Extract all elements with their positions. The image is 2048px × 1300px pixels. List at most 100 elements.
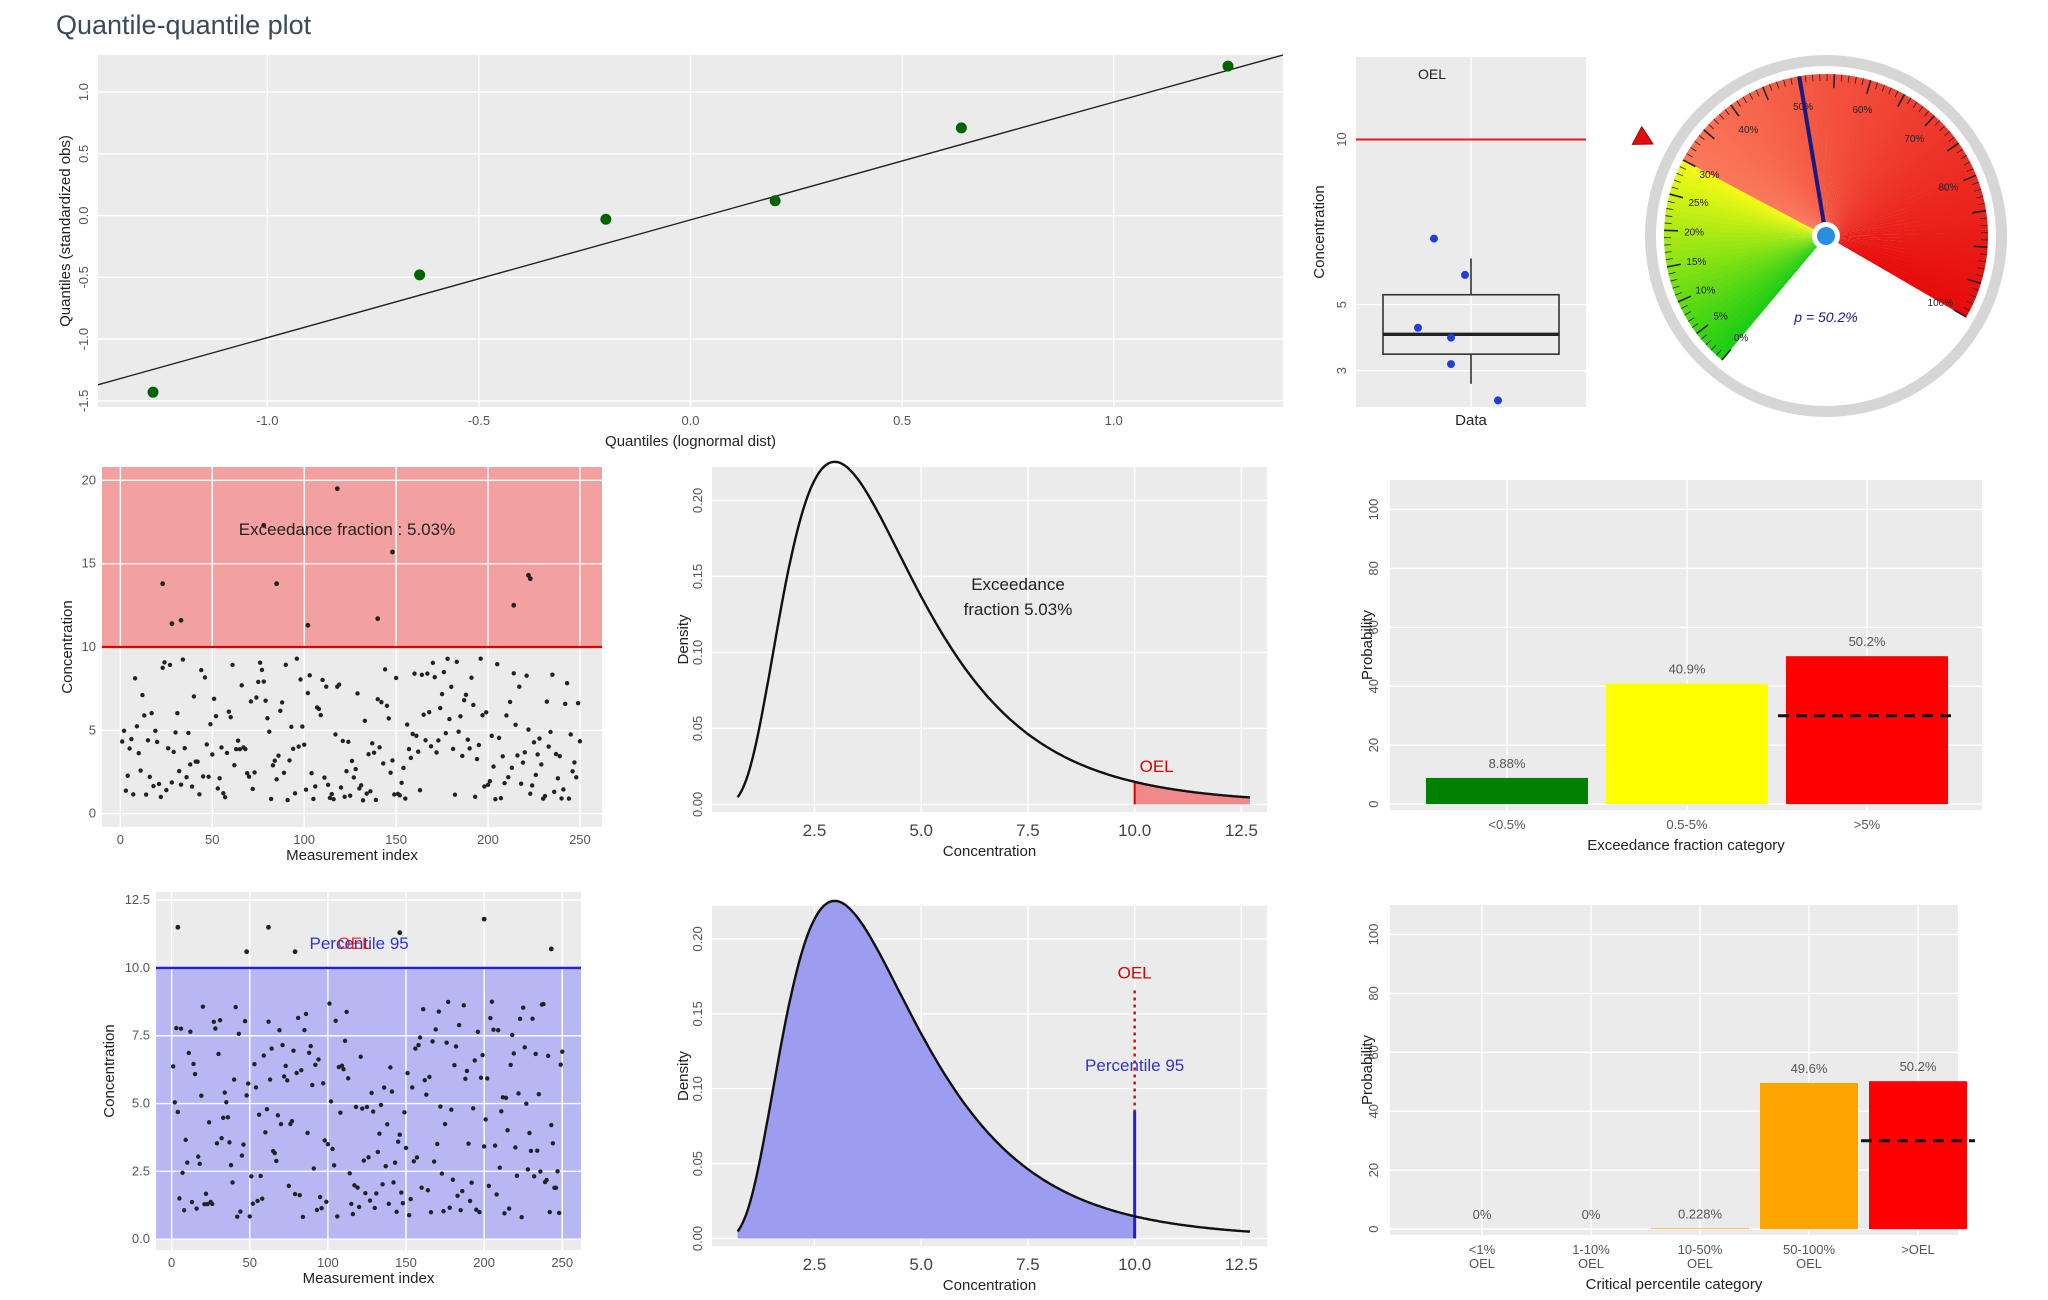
data-point [344,768,349,774]
data-point [397,930,403,936]
gauge-zone-slice [1826,189,1984,236]
data-point [266,1019,271,1024]
gauge-zone-slice [1743,93,1826,236]
gauge-tick [1976,195,1984,199]
data-point [245,1081,251,1086]
data-point [347,1171,352,1176]
gauge-tick [1912,101,1918,109]
gauge-zone-slice [1769,81,1826,237]
data-point [550,672,555,677]
y-tick-label: 20 [82,472,96,487]
data-point [241,1142,246,1147]
data-point [557,753,562,759]
gauge-tick [1960,155,1967,160]
data-point [300,724,305,729]
data-point [199,667,204,673]
data-point [232,762,237,768]
data-point [338,785,344,790]
qq-plot: -1.5 -1.0 -0.5 0.0 0.5 1.0 -1.0 -0.5 0.0 0.5 1.0 Qu… [57,54,1284,450]
bar-value-label: 0% [1582,1207,1601,1222]
data-point [341,1066,346,1072]
data-point [307,673,312,678]
gauge-tick [1724,109,1730,116]
data-point [261,1053,267,1058]
data-point [208,721,213,727]
y-axis-label: Quantiles (standardized obs) [57,135,74,327]
gauge: 0%5%10%15%20%25%30%40%50%60%70%80%100%p … [1631,55,2007,417]
data-point [175,1109,181,1115]
data-point [489,999,495,1004]
data-point [247,1214,252,1219]
gauge-tick [1924,110,1930,117]
gauge-zone-slice [1716,236,1826,361]
gauge-tick [1672,285,1680,289]
data-point [408,755,414,761]
gauge-zone-slice [1826,84,1892,236]
y-tick-label: 2.5 [132,1163,150,1178]
gauge-zone-slice [1826,196,1985,236]
bar [1426,777,1588,805]
data-point [444,1040,449,1045]
y-tick-label: 10.0 [125,960,150,975]
data-point [263,698,268,703]
data-point [239,683,244,688]
data-point [438,1104,443,1109]
data-point [377,745,382,750]
gauge-zone-slice [1686,146,1826,236]
gauge-tick [1812,74,1814,82]
data-point [206,774,211,779]
gauge-tick [1963,306,1971,311]
gauge-zone-slice [1812,74,1826,236]
gauge-zone-slice [1776,79,1826,237]
data-point [160,665,165,671]
gauge-tick [1906,97,1912,105]
data-point [403,796,408,801]
gauge-tick [1698,135,1705,141]
gauge-zone-slice [1730,100,1826,236]
data-point [256,679,261,685]
data-point [272,1150,277,1156]
data-point [238,1209,243,1214]
data-point [536,1091,542,1097]
data-point [255,1198,260,1204]
gauge-zone-slice [1826,161,1974,236]
data-point [342,794,347,799]
gauge-zone-slice [1705,236,1826,351]
data-point [497,1165,502,1170]
data-point [360,1106,365,1111]
data-point [465,737,471,742]
gauge-tick [1676,172,1684,177]
percentile-label: Percentile 95 [310,934,409,953]
gauge-needle [1797,76,1828,238]
data-point [511,602,517,608]
gauge-tick [1946,142,1960,152]
data-point [445,999,451,1005]
data-point [439,691,445,697]
data-point [1447,333,1455,342]
data-point [211,696,217,702]
gauge-tick [1761,86,1769,101]
y-tick-label: 0.10 [690,640,705,665]
data-point [245,771,250,776]
data-point [178,1026,184,1031]
gauge-tick [1749,93,1754,100]
gauge-tick [1962,174,1977,182]
data-point [381,1085,387,1090]
gauge-zone-slice [1826,236,1974,311]
data-point [222,794,228,800]
data-point [435,1141,440,1147]
data-point [575,701,581,706]
data-point [413,1046,418,1051]
gauge-tick [1664,251,1672,253]
data-point [136,750,141,756]
data-point [514,1173,520,1178]
gauge-zone-slice [1669,186,1826,236]
data-point [214,1141,220,1146]
data-point [314,1207,320,1213]
data-point [364,1104,370,1110]
data-point [424,1092,429,1097]
x-tick-label: <1% [1469,1242,1496,1257]
data-point [228,1162,234,1168]
bar [1786,656,1948,805]
annotation: Exceedance fraction : 5.03% [239,520,455,539]
